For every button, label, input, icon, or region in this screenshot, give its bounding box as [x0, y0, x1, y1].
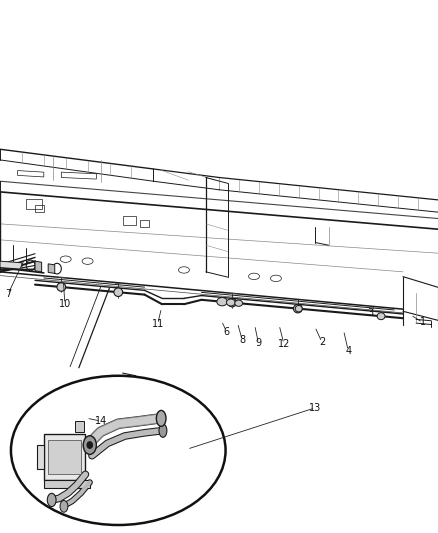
Bar [35, 205, 44, 212]
Bar [123, 216, 136, 225]
Polygon shape [35, 261, 42, 272]
Ellipse shape [114, 288, 123, 296]
Bar [26, 199, 42, 209]
Text: 14: 14 [95, 416, 107, 426]
Text: 6: 6 [223, 327, 230, 336]
Text: 2: 2 [319, 337, 325, 347]
Text: 1: 1 [420, 318, 426, 327]
Polygon shape [75, 421, 84, 432]
Text: 3: 3 [367, 309, 373, 318]
Text: 12: 12 [278, 339, 290, 349]
Text: 11: 11 [152, 319, 164, 329]
Text: 4: 4 [345, 346, 351, 356]
Polygon shape [0, 261, 22, 269]
Polygon shape [48, 440, 81, 474]
Ellipse shape [377, 313, 385, 320]
Ellipse shape [295, 305, 302, 312]
Polygon shape [44, 434, 85, 480]
Text: 9: 9 [255, 338, 261, 348]
Text: 8: 8 [239, 335, 245, 345]
Circle shape [87, 442, 92, 448]
Bar [140, 220, 149, 227]
Text: 13: 13 [309, 403, 321, 413]
Polygon shape [37, 445, 44, 469]
Text: 7: 7 [5, 289, 11, 299]
Polygon shape [48, 264, 55, 273]
Ellipse shape [60, 500, 68, 512]
Ellipse shape [47, 494, 56, 506]
Ellipse shape [159, 424, 167, 437]
Ellipse shape [226, 299, 235, 306]
Text: 10: 10 [59, 299, 71, 309]
Ellipse shape [228, 298, 237, 307]
Ellipse shape [235, 300, 243, 306]
Ellipse shape [293, 304, 302, 313]
Ellipse shape [217, 297, 227, 306]
Polygon shape [44, 480, 90, 488]
Ellipse shape [156, 410, 166, 426]
Ellipse shape [57, 282, 66, 292]
Ellipse shape [83, 435, 96, 454]
